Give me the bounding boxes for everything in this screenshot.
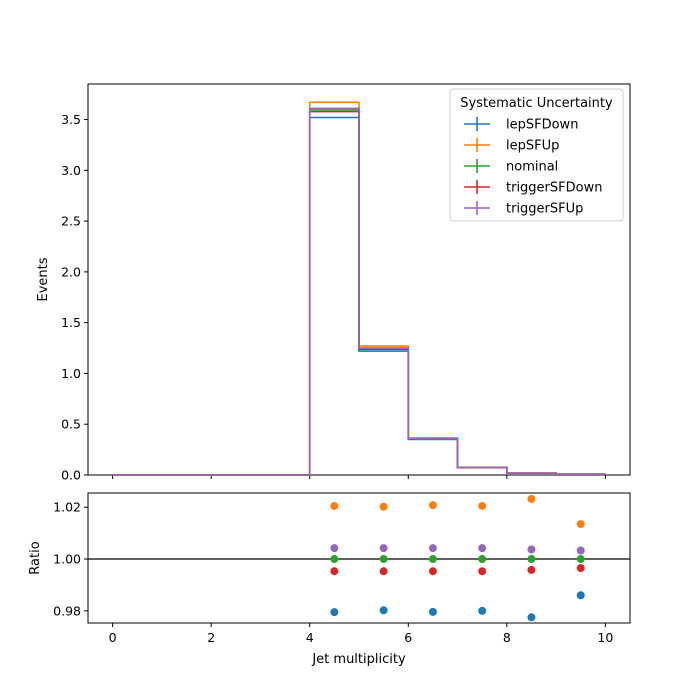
ratio-panel: 0.98 1.00 1.02 0 2 4 6 8 10 Jet multiplicity Ratio	[28, 492, 631, 667]
y-axis-title-ratio: Ratio	[28, 541, 43, 574]
y-tick-label: 2.0	[61, 264, 81, 279]
x-tick-label: 4	[306, 630, 314, 645]
bottom-axes-frame	[87, 492, 631, 624]
ratio-point-lepSFDown	[330, 608, 339, 617]
ratio-point-lepSFDown	[379, 606, 388, 615]
ratio-point-triggerSFUp	[576, 546, 585, 555]
y-tick-label: 2.5	[61, 214, 81, 229]
y-axis-title-events: Events	[36, 257, 51, 301]
legend-label-nominal: nominal	[506, 160, 558, 175]
ratio-point-lepSFUp	[478, 501, 487, 510]
ratio-point-triggerSFDown	[576, 564, 585, 573]
histogram-step-triggerSFUp	[112, 107, 606, 476]
ratio-point-triggerSFDown	[527, 565, 536, 574]
events-histogram-panel: 0.0 0.5 1.0 1.5 2.0 2.5 3.0 3.5 Events	[36, 83, 631, 483]
y-tick-label: 3.0	[61, 163, 81, 178]
ratio-y-tick-label: 0.98	[53, 603, 81, 618]
y-tick-label: 1.5	[61, 315, 81, 330]
y-tick-label: 0.5	[61, 417, 81, 432]
ratio-point-triggerSFUp	[330, 544, 339, 553]
ratio-point-lepSFUp	[428, 501, 437, 510]
legend-label-lepSFUp: lepSFUp	[506, 139, 559, 154]
legend-label-triggerSFUp: triggerSFUp	[506, 202, 583, 217]
legend-label-lepSFDown: lepSFDown	[506, 118, 578, 133]
ratio-point-triggerSFUp	[379, 544, 388, 553]
legend-title: Systematic Uncertainty	[460, 96, 613, 111]
ratio-point-lepSFDown	[527, 613, 536, 622]
ratio-y-tick-label: 1.02	[53, 500, 81, 515]
legend: Systematic Uncertainty lepSFDown lepSFUp no…	[449, 88, 624, 222]
x-tick-label: 10	[597, 630, 613, 645]
ratio-point-lepSFUp	[576, 520, 585, 529]
ratio-point-nominal	[478, 555, 487, 564]
ratio-point-triggerSFDown	[379, 567, 388, 576]
ratio-point-lepSFDown	[576, 591, 585, 600]
ratio-point-lepSFUp	[527, 494, 536, 503]
y-tick-label: 0.0	[61, 468, 81, 483]
ratio-point-triggerSFDown	[478, 567, 487, 576]
x-tick-label: 8	[503, 630, 511, 645]
y-tick-label: 3.5	[61, 112, 81, 127]
y-tick-label: 1.0	[61, 366, 81, 381]
ratio-point-lepSFUp	[379, 502, 388, 511]
ratio-point-nominal	[330, 555, 339, 564]
top-axes-frame	[87, 83, 631, 476]
ratio-point-nominal	[576, 555, 585, 564]
ratio-point-triggerSFUp	[478, 544, 487, 553]
ratio-point-nominal	[379, 555, 388, 564]
ratio-point-triggerSFDown	[428, 567, 437, 576]
ratio-point-lepSFUp	[330, 501, 339, 510]
ratio-point-triggerSFDown	[330, 567, 339, 576]
ratio-y-tick-label: 1.00	[53, 552, 81, 567]
x-tick-label: 2	[207, 630, 215, 645]
ratio-point-lepSFDown	[428, 607, 437, 616]
x-tick-label: 6	[404, 630, 412, 645]
ratio-point-nominal	[428, 555, 437, 564]
legend-box	[449, 88, 624, 222]
x-tick-label: 0	[109, 630, 117, 645]
x-axis-title: Jet multiplicity	[311, 652, 406, 667]
ratio-point-triggerSFUp	[527, 545, 536, 554]
ratio-point-triggerSFUp	[428, 544, 437, 553]
ratio-point-lepSFDown	[478, 606, 487, 615]
ratio-point-nominal	[527, 555, 536, 564]
legend-label-triggerSFDown: triggerSFDown	[506, 181, 602, 196]
